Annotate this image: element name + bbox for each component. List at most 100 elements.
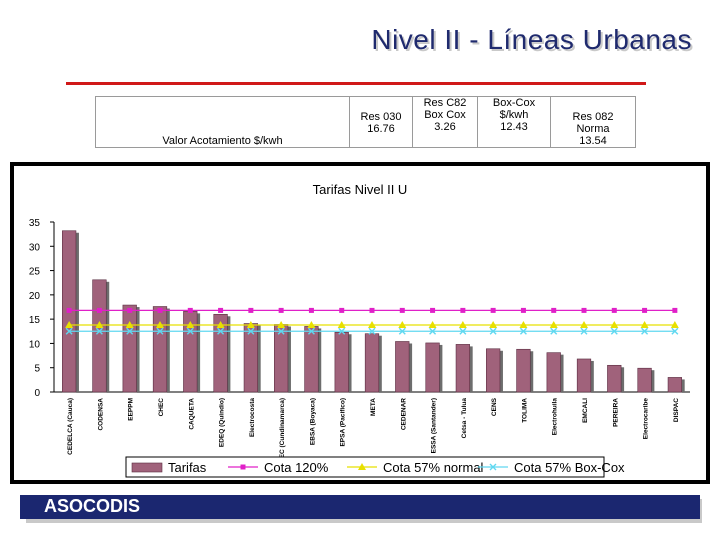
- series-marker: [490, 307, 496, 313]
- category-label: DISPAC: [673, 398, 680, 422]
- reference-head: Res 030: [360, 111, 402, 123]
- page-title: Nivel II - Líneas Urbanas: [371, 24, 692, 55]
- series-marker: [277, 320, 286, 328]
- chart-frame: Tarifas Nivel II U 0 5 10 15 20 25 30 35 CEDELCA …: [10, 162, 710, 484]
- bar: [364, 333, 380, 393]
- series-marker: [489, 320, 498, 328]
- series-marker: [581, 307, 587, 313]
- series-marker: [277, 327, 285, 335]
- series-marker: [127, 307, 133, 313]
- bar: [516, 348, 531, 393]
- series-marker: [519, 327, 527, 335]
- bar: [546, 352, 561, 393]
- bar: [637, 367, 652, 393]
- series-marker: [157, 307, 163, 313]
- reference-cell: Res 030 16.76: [349, 96, 413, 148]
- series-marker: [339, 307, 345, 313]
- bar: [334, 331, 349, 393]
- bar: [152, 306, 168, 393]
- legend-label: Tarifas: [168, 460, 207, 475]
- bar: [243, 323, 258, 393]
- series-marker: [246, 320, 255, 328]
- chart-title: Tarifas Nivel II U: [313, 182, 408, 197]
- reference-head: Res C82 Box Cox: [423, 97, 467, 121]
- series-marker: [187, 307, 193, 313]
- legend-swatch: [131, 462, 163, 473]
- series-marker: [398, 327, 406, 335]
- series-marker: [338, 327, 346, 335]
- category-label: EMCALI: [582, 398, 589, 423]
- reference-value: 12.43: [500, 121, 528, 133]
- footer-label: ASOCODIS: [44, 496, 141, 516]
- series-marker: [460, 307, 466, 313]
- series-marker: [218, 307, 224, 313]
- y-tick-label: 15: [29, 315, 41, 326]
- series-marker: [610, 327, 618, 335]
- series-marker: [611, 307, 617, 313]
- legend-label: Cota 57% Box-Cox: [514, 460, 625, 475]
- category-label: CEDENAR: [400, 398, 407, 430]
- bar: [455, 344, 470, 393]
- category-label: TOLIMA: [521, 398, 528, 423]
- category-label: Electrohuila: [552, 398, 559, 436]
- category-label: META: [370, 398, 377, 416]
- series-marker: [95, 320, 104, 328]
- bar: [304, 326, 319, 393]
- legend-marker: [489, 463, 497, 471]
- series-marker: [217, 327, 225, 335]
- series-marker: [66, 307, 72, 313]
- footer-bar: ASOCODIS: [20, 495, 700, 519]
- series-marker: [640, 320, 649, 328]
- category-label: Electrocosta: [249, 398, 256, 437]
- series-marker: [65, 327, 73, 335]
- series-marker: [671, 327, 679, 335]
- category-label: EEPPM: [128, 398, 135, 421]
- y-tick-label: 30: [29, 242, 41, 253]
- category-label: CODENSA: [97, 398, 104, 431]
- series-marker: [369, 307, 375, 313]
- reference-row-label: Valor Acotamiento $/kwh: [95, 96, 350, 148]
- category-label: CEDELCA (Cauca): [67, 398, 74, 455]
- series-marker: [65, 320, 74, 328]
- series-marker: [307, 320, 316, 328]
- bar: [667, 377, 682, 393]
- bar: [395, 341, 410, 393]
- series-marker: [610, 320, 619, 328]
- legend-label: Cota 120%: [264, 460, 329, 475]
- reference-value: 16.76: [367, 123, 395, 135]
- series-marker: [126, 327, 134, 335]
- y-tick-label: 5: [34, 364, 40, 375]
- y-tick-label: 35: [29, 218, 41, 229]
- category-label: EPSA (Pacifico): [340, 398, 347, 447]
- series-marker: [156, 320, 164, 328]
- bar: [607, 364, 622, 393]
- series-marker: [429, 327, 437, 335]
- category-label: EEC (Cundinamarca): [279, 398, 286, 463]
- series-marker: [458, 320, 467, 328]
- reference-head: Box-Cox $/kwh: [492, 97, 536, 121]
- y-tick-label: 20: [29, 291, 41, 302]
- series-marker: [399, 307, 405, 313]
- reference-head: Res 082 Norma: [572, 111, 614, 135]
- chart-area: Tarifas Nivel II U 0 5 10 15 20 25 30 35 CEDELCA …: [14, 166, 706, 480]
- series-marker: [641, 327, 649, 335]
- series-marker: [96, 307, 102, 313]
- category-label: CHEC: [158, 398, 165, 417]
- legend-label: Cota 57% normal: [383, 460, 484, 475]
- bar: [92, 279, 107, 393]
- y-tick-label: 10: [29, 339, 41, 350]
- bar: [274, 324, 289, 393]
- reference-value: 3.26: [434, 121, 456, 133]
- y-tick-label: 25: [29, 267, 41, 278]
- series-marker: [368, 327, 376, 335]
- series-marker: [580, 320, 588, 328]
- tarifas-chart: Tarifas Nivel II U 0 5 10 15 20 25 30 35 CEDELCA …: [29, 182, 690, 478]
- series-marker: [459, 327, 467, 335]
- category-label: EBSA (Boyaca): [309, 398, 316, 445]
- reference-value: 13.54: [579, 135, 607, 147]
- series-marker: [156, 327, 164, 335]
- category-label: CENS: [491, 397, 498, 416]
- legend-marker: [358, 463, 366, 470]
- series-marker: [247, 327, 255, 335]
- series-marker: [368, 320, 376, 328]
